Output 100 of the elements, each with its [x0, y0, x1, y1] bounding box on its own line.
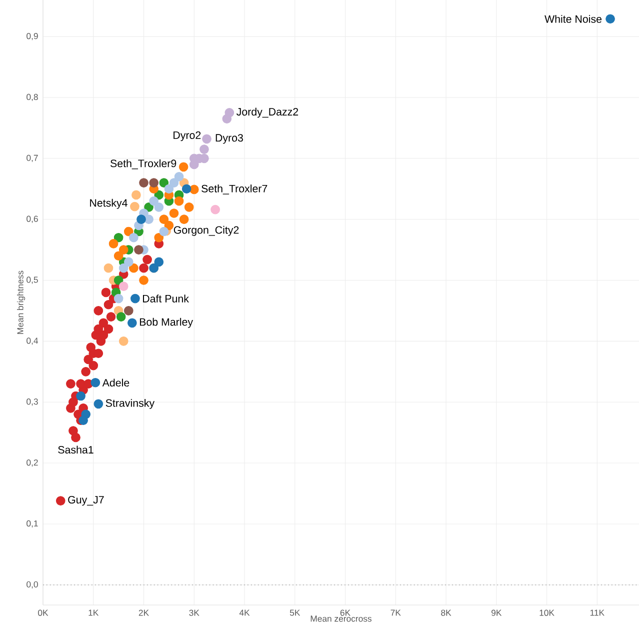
point — [71, 432, 80, 442]
point — [142, 254, 152, 264]
annotation: Adele — [102, 378, 130, 387]
point — [130, 202, 140, 212]
point — [169, 208, 179, 218]
point — [114, 294, 124, 304]
point — [101, 288, 111, 298]
point — [200, 144, 209, 154]
point — [94, 399, 104, 409]
x-tick-label: 11K — [590, 610, 604, 616]
point — [86, 342, 96, 352]
annotation: Sasha1 — [58, 446, 94, 454]
point — [164, 184, 174, 194]
annotation: Guy_J7 — [68, 496, 104, 506]
point — [118, 263, 128, 273]
point — [174, 196, 184, 206]
point — [154, 202, 164, 212]
point — [174, 172, 184, 182]
y-tick-label: 0,6 — [26, 216, 38, 223]
point — [104, 324, 114, 334]
annotation: Seth_Troxler7 — [202, 184, 268, 194]
point — [94, 306, 104, 316]
point — [159, 226, 169, 236]
annotation: Dyro2 — [174, 131, 201, 142]
annotation: Jordy_Dazz2 — [236, 108, 298, 118]
point — [118, 282, 128, 292]
point — [104, 300, 114, 310]
point — [149, 178, 159, 188]
point — [118, 336, 128, 346]
point — [66, 379, 76, 389]
point — [124, 226, 134, 236]
point — [114, 232, 124, 242]
x-tick-label: 6K — [340, 610, 350, 616]
annotation: Gorgon_City2 — [174, 226, 239, 236]
point — [90, 378, 100, 388]
point — [178, 162, 188, 172]
annotation: Bob Marley — [140, 318, 194, 328]
y-tick-label: 0,3 — [26, 398, 38, 406]
x-tick-label: 1K — [88, 610, 99, 616]
y-tick-label: 0,7 — [26, 154, 38, 162]
point — [154, 232, 164, 242]
point — [149, 196, 159, 206]
point — [129, 263, 138, 273]
point — [136, 214, 146, 224]
point — [184, 202, 194, 212]
point — [118, 245, 128, 254]
point — [169, 178, 179, 188]
x-tick-label: 10K — [540, 610, 554, 616]
point — [98, 318, 108, 328]
annotation: Daft Punk — [143, 294, 189, 302]
point — [124, 257, 134, 267]
point — [129, 232, 138, 242]
x-tick-label: 5K — [290, 610, 300, 616]
point — [114, 276, 124, 285]
x-axis-title: Mean zerocross — [310, 616, 372, 622]
point — [76, 391, 86, 401]
y-tick-label: 0,5 — [26, 276, 38, 284]
point — [154, 257, 164, 267]
y-tick-label: 0,0 — [26, 581, 38, 588]
point — [132, 190, 141, 200]
point — [134, 245, 144, 254]
point — [606, 14, 615, 24]
point — [210, 204, 220, 214]
x-tick-label: 2K — [138, 610, 149, 616]
point — [106, 312, 116, 322]
annotation: White Noise — [544, 14, 602, 23]
point — [139, 276, 148, 285]
point — [139, 178, 148, 188]
point — [159, 214, 169, 224]
point — [179, 214, 189, 224]
y-tick-label: 0,8 — [26, 94, 38, 102]
point — [139, 263, 148, 273]
x-tick-label: 4K — [239, 610, 250, 616]
y-tick-label: 0,9 — [26, 32, 38, 40]
point — [130, 294, 140, 304]
point — [104, 263, 114, 273]
x-tick-label: 9K — [492, 610, 502, 616]
x-tick-label: 0K — [38, 610, 48, 616]
annotation: Seth_Troxler9 — [110, 159, 176, 170]
x-tick-label: 3K — [189, 610, 200, 616]
point — [182, 184, 192, 194]
point — [116, 312, 126, 322]
point — [81, 366, 90, 376]
point — [128, 318, 137, 328]
point — [159, 178, 169, 188]
point — [94, 324, 104, 334]
annotation: Netsky4 — [90, 198, 128, 209]
point — [76, 379, 86, 389]
x-tick-label: 7K — [390, 610, 401, 616]
point — [78, 416, 88, 426]
x-tick-label: 8K — [441, 610, 452, 616]
point — [56, 496, 66, 506]
point — [124, 306, 134, 316]
y-tick-label: 0,1 — [26, 520, 38, 528]
point — [144, 214, 154, 224]
point — [202, 134, 212, 144]
y-tick-label: 0,4 — [26, 338, 38, 345]
point — [84, 354, 94, 364]
annotation: Stravinsky — [106, 398, 155, 409]
annotation: Dyro3 — [216, 134, 243, 144]
